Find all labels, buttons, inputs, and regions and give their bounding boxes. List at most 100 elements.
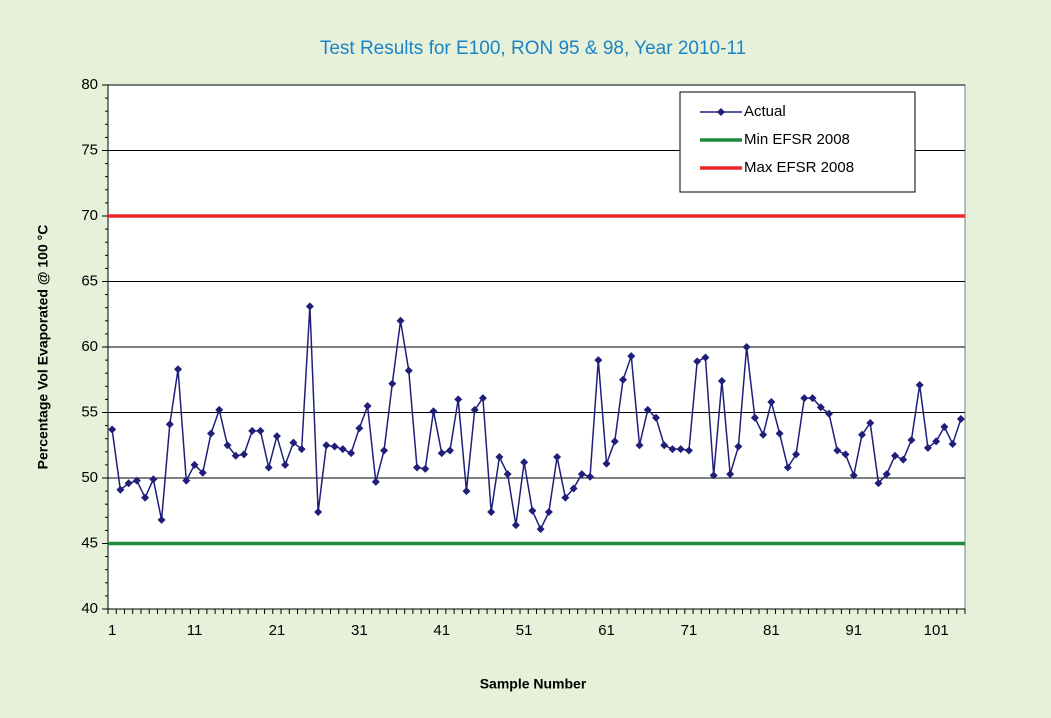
data-point [503, 470, 512, 479]
y-tick-label: 60 [81, 338, 98, 355]
legend-label: Max EFSR 2008 [744, 159, 854, 176]
data-point [857, 430, 866, 439]
data-point [371, 477, 380, 486]
data-point [256, 426, 265, 435]
legend-box [679, 91, 916, 193]
x-tick-label: 71 [681, 622, 698, 639]
data-point [635, 441, 644, 450]
data-point [899, 455, 908, 464]
data-point [602, 459, 611, 468]
data-point [272, 432, 281, 441]
data-point [956, 415, 965, 424]
data-point [347, 449, 356, 458]
data-point [923, 443, 932, 452]
data-point [231, 451, 240, 460]
data-point [305, 302, 314, 311]
data-point [676, 445, 685, 454]
data-point [709, 471, 718, 480]
data-point [413, 463, 422, 472]
x-tick-label: 51 [516, 622, 533, 639]
data-point [610, 437, 619, 446]
data-point [783, 463, 792, 472]
data-point [693, 357, 702, 366]
data-point [561, 493, 570, 502]
data-point [808, 394, 817, 403]
y-tick-label: 45 [81, 534, 98, 551]
y-tick-label: 55 [81, 403, 98, 420]
data-point [281, 460, 290, 469]
data-point [816, 403, 825, 412]
data-point [759, 430, 768, 439]
data-point [495, 453, 504, 462]
data-point [141, 493, 150, 502]
data-point [907, 436, 916, 445]
data-point [116, 485, 125, 494]
data-point [874, 479, 883, 488]
data-point [149, 475, 158, 484]
legend-label: Min EFSR 2008 [744, 131, 850, 148]
data-point [198, 468, 207, 477]
data-point [239, 450, 248, 459]
x-axis-title: Sample Number [480, 676, 587, 692]
data-point [734, 442, 743, 451]
data-point [651, 413, 660, 422]
data-point [767, 398, 776, 407]
x-tick-label: 61 [598, 622, 615, 639]
data-point [520, 458, 529, 467]
data-point [421, 464, 430, 473]
x-tick-label: 91 [845, 622, 862, 639]
data-point [701, 353, 710, 362]
y-tick-label: 70 [81, 207, 98, 224]
data-point [322, 441, 331, 450]
data-point [742, 343, 751, 351]
data-point [569, 484, 578, 493]
data-point [437, 449, 446, 458]
y-axis-title: Percentage Vol Evaporated @ 100 °C [35, 225, 51, 470]
data-point [528, 506, 537, 515]
data-point [882, 470, 891, 479]
x-tick-label: 1 [108, 622, 116, 639]
legend-marker [717, 108, 725, 116]
x-tick-label: 41 [433, 622, 450, 639]
data-point [445, 446, 454, 455]
data-point [404, 366, 413, 375]
data-point [248, 426, 257, 435]
data-point [190, 460, 199, 469]
data-point [108, 425, 117, 434]
data-point [586, 472, 595, 481]
data-point [849, 471, 858, 480]
data-point [833, 446, 842, 455]
data-point [553, 453, 562, 462]
data-point [866, 418, 875, 427]
data-point [470, 405, 479, 414]
data-point [132, 476, 141, 485]
data-point [890, 451, 899, 460]
x-tick-label: 21 [269, 622, 286, 639]
data-point [660, 441, 669, 450]
data-point [462, 487, 471, 496]
data-point [478, 394, 487, 403]
data-point [577, 470, 586, 479]
x-tick-label: 11 [187, 622, 203, 639]
x-tick-label: 81 [763, 622, 780, 639]
data-point [380, 446, 389, 455]
data-point [264, 463, 273, 472]
data-point [750, 413, 759, 422]
data-point [338, 445, 347, 454]
data-point [174, 365, 183, 374]
data-point [429, 407, 438, 416]
data-point [536, 525, 545, 534]
data-point [726, 470, 735, 479]
data-point [627, 352, 636, 361]
data-point [948, 439, 957, 448]
data-point [487, 508, 496, 517]
data-point [124, 479, 133, 488]
y-tick-label: 80 [81, 76, 98, 93]
data-point [182, 476, 191, 485]
data-point [297, 445, 306, 454]
data-point [157, 515, 166, 524]
y-tick-label: 65 [81, 272, 98, 289]
data-point [454, 395, 463, 404]
